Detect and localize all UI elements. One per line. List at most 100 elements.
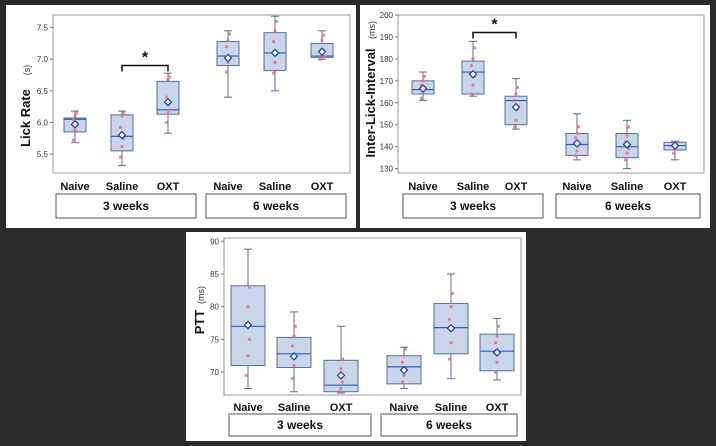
data-point: [224, 45, 229, 49]
box-naive-6-weeks: [386, 346, 422, 389]
data-point: [450, 292, 455, 296]
panel-lick-rate: Lick Rate (s) 5.5 6.0 6.5 7.0 7.5 Naive Salin…: [6, 5, 356, 228]
data-point: [493, 341, 498, 345]
data-point: [514, 92, 518, 96]
data-point: [573, 153, 578, 158]
panel-ptt-yaxis: 70 75 80 85 90: [210, 237, 224, 377]
category-label-naive: Naive: [408, 181, 437, 193]
data-point: [402, 373, 406, 377]
significance-star: *: [491, 17, 498, 34]
category-label-oxt: OXT: [311, 181, 334, 193]
panel-ili-ytick-label: 190: [380, 33, 394, 42]
panel-ptt-ytick-label: 80: [210, 303, 219, 312]
data-point: [626, 125, 631, 129]
box-naive-3-weeks: [63, 110, 87, 144]
box-saline-3-weeks: [110, 110, 134, 166]
panel-ili-ytick-label: 140: [380, 143, 394, 152]
data-point: [71, 138, 76, 142]
data-point: [273, 60, 277, 64]
panel-ptt-ytick-label: 85: [210, 270, 219, 279]
panel-ili-ytick-label: 180: [380, 55, 394, 64]
panel-ili-ylabel: Inter-Lick-Interval: [363, 48, 378, 157]
box-mean-marker: [70, 119, 80, 129]
data-point: [118, 155, 123, 159]
data-point: [271, 39, 276, 44]
data-point: [419, 96, 424, 100]
category-label-saline: Saline: [278, 402, 310, 414]
panel-lick-rate-ytick-label: 7.5: [37, 24, 49, 33]
panel-ili-group-label-3-weeks: 3 weeks: [450, 199, 496, 213]
panel-ptt-category-labels: Naive Saline OXT Naive Saline OXT: [233, 402, 508, 414]
panel-ili-significance: *: [472, 17, 517, 39]
data-point: [493, 370, 498, 374]
box-mean-marker: [289, 352, 299, 361]
data-point: [576, 125, 581, 129]
panel-ili-ytick-label: 200: [380, 11, 394, 20]
data-point: [166, 77, 170, 82]
panel-lick-rate-group-label-3-weeks: 3 weeks: [103, 199, 149, 213]
data-point: [575, 149, 579, 153]
category-label-naive: Naive: [389, 402, 418, 414]
data-point: [514, 118, 518, 122]
data-point: [224, 70, 229, 74]
panel-lick-rate-ytick-label: 6.5: [37, 87, 49, 96]
panel-ptt-group-box-3-weeks: [228, 413, 372, 437]
panel-ili-ytick-label: 170: [380, 77, 394, 86]
data-point: [164, 95, 169, 99]
panel-lick-rate-ytick-label: 7.0: [37, 55, 49, 64]
data-point: [471, 57, 475, 61]
data-point: [447, 318, 452, 322]
category-label-naive: Naive: [213, 181, 242, 193]
data-point: [293, 324, 298, 328]
panel-ili-plot-area: [397, 14, 705, 174]
data-point: [244, 373, 249, 377]
box-saline-6-weeks: [433, 273, 469, 380]
panel-ptt-ytick-label: 90: [210, 237, 219, 246]
panel-lick-rate-group-label-6-weeks: 6 weeks: [253, 199, 299, 213]
data-point: [120, 144, 124, 149]
panel-lick-rate-plot-area: [52, 14, 351, 174]
data-point: [227, 32, 232, 36]
box-saline-6-weeks: [263, 15, 287, 92]
significance-bracket: [472, 31, 517, 39]
significance-star: *: [142, 50, 149, 67]
category-label-saline: Saline: [457, 181, 489, 193]
category-label-oxt: OXT: [486, 402, 509, 414]
data-point: [321, 33, 326, 37]
box-iqr: [276, 336, 312, 369]
category-label-oxt: OXT: [157, 181, 180, 193]
data-point: [515, 85, 520, 90]
category-label-oxt: OXT: [505, 181, 528, 193]
panel-ili-group-box-6-weeks: [555, 193, 701, 219]
category-label-naive: Naive: [60, 181, 89, 193]
data-point: [340, 380, 345, 384]
panel-lick-rate-boxes: [63, 15, 334, 166]
panel-ili-ytick-label: 130: [380, 165, 394, 174]
data-point: [472, 46, 477, 50]
panel-ili-ytick-label: 150: [380, 121, 394, 130]
box-mean-marker: [511, 102, 521, 112]
panel-lick-rate-ytick-label: 5.5: [37, 150, 49, 159]
significance-bracket: [121, 64, 169, 72]
box-mean-marker: [468, 69, 478, 79]
panel-ili-category-labels: Naive Saline OXT Naive Saline OXT: [408, 181, 686, 193]
data-point: [573, 136, 578, 140]
box-oxt-6-weeks: [310, 30, 334, 61]
panel-ptt-group-label-3-weeks: 3 weeks: [277, 418, 323, 432]
data-point: [449, 305, 453, 309]
box-mean-marker: [399, 365, 409, 375]
data-point: [403, 347, 408, 351]
panel-ptt-yunit: (ms): [196, 286, 206, 304]
data-point: [73, 114, 77, 118]
data-point: [339, 386, 343, 391]
box-iqr: [433, 302, 469, 355]
data-point: [449, 341, 453, 345]
panel-inter-lick-interval: Inter-Lick-Interval (ms) 130 140 150 160 170…: [360, 5, 710, 228]
category-label-saline: Saline: [435, 402, 467, 414]
box-oxt-6-weeks: [479, 317, 515, 381]
data-point: [400, 380, 405, 384]
panel-ili-group-box-3-weeks: [402, 193, 544, 219]
panel-ili-yaxis: 130 140 150 160 170 180 190 200: [380, 11, 398, 174]
panel-ili-ytick-label: 160: [380, 99, 394, 108]
box-naive-6-weeks: [565, 113, 589, 161]
